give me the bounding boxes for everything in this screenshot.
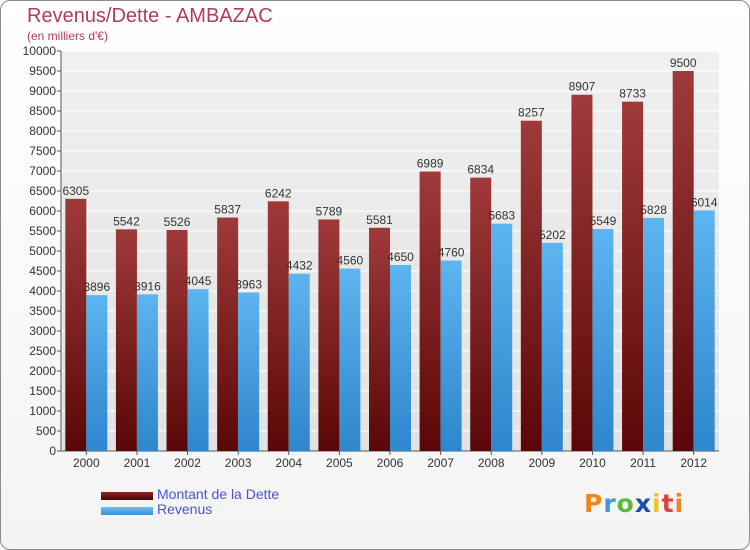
x-tick-label: 2008 <box>478 456 505 470</box>
x-tick-label: 2003 <box>225 456 252 470</box>
bar-revenus <box>592 229 614 451</box>
bar-dette <box>217 217 239 451</box>
y-tick-label: 0 <box>49 444 56 458</box>
bar-revenus <box>86 295 108 451</box>
data-label-dette: 6305 <box>62 184 89 198</box>
bar-dette <box>419 171 441 451</box>
y-tick-label: 1000 <box>29 404 56 418</box>
y-tick-label: 7500 <box>29 144 56 158</box>
bar-revenus <box>339 268 361 451</box>
data-label-revenus: 5202 <box>539 228 566 242</box>
y-tick-label: 6500 <box>29 184 56 198</box>
y-tick-label: 5000 <box>29 244 56 258</box>
bar-revenus <box>390 265 411 451</box>
x-tick-label: 2012 <box>680 456 707 470</box>
y-tick-label: 3500 <box>29 304 56 318</box>
x-tick-label: 2004 <box>275 456 302 470</box>
y-tick-label: 10000 <box>23 44 57 58</box>
bar-dette <box>65 198 87 451</box>
data-label-dette: 6989 <box>417 156 444 170</box>
data-label-dette: 8733 <box>619 87 646 101</box>
bar-dette <box>571 94 593 451</box>
y-tick-label: 2500 <box>29 344 56 358</box>
x-tick-label: 2010 <box>579 456 606 470</box>
bar-revenus <box>541 242 563 451</box>
bar-dette <box>166 229 188 451</box>
data-label-revenus: 4560 <box>337 254 364 268</box>
data-label-dette: 6242 <box>265 186 292 200</box>
legend-swatch-dette <box>101 492 153 500</box>
y-tick-label: 5500 <box>29 224 56 238</box>
data-label-revenus: 5549 <box>590 214 617 228</box>
y-tick-label: 6000 <box>29 204 56 218</box>
y-tick-label: 2000 <box>29 364 56 378</box>
bar-dette <box>622 101 644 452</box>
y-tick-label: 8500 <box>29 104 56 118</box>
bar-dette <box>318 219 340 451</box>
bar-revenus <box>643 217 665 451</box>
bar-revenus <box>491 223 513 451</box>
x-tick-label: 2009 <box>528 456 555 470</box>
data-label-dette: 5837 <box>214 203 241 217</box>
chart-title: Revenus/Dette - AMBAZAC <box>27 5 273 27</box>
y-tick-label: 4000 <box>29 284 56 298</box>
data-label-dette: 5789 <box>316 204 343 218</box>
data-label-revenus: 6014 <box>691 195 718 209</box>
x-tick-label: 2005 <box>326 456 353 470</box>
y-tick-label: 500 <box>36 424 56 438</box>
x-tick-label: 2000 <box>73 456 100 470</box>
bar-revenus <box>693 210 715 451</box>
y-tick-label: 9000 <box>29 84 56 98</box>
bar-dette <box>369 227 390 451</box>
data-label-revenus: 5828 <box>640 203 667 217</box>
y-tick-label: 7000 <box>29 164 56 178</box>
data-label-revenus: 5683 <box>488 209 515 223</box>
bar-dette <box>520 120 542 451</box>
bar-dette <box>672 71 694 451</box>
chart-subtitle: (en milliers d'€) <box>27 29 108 43</box>
data-label-revenus: 3963 <box>235 277 262 291</box>
data-label-dette: 8257 <box>518 106 545 120</box>
data-label-dette: 9500 <box>670 56 697 70</box>
data-label-revenus: 3916 <box>134 279 161 293</box>
data-label-revenus: 4432 <box>286 259 313 273</box>
bar-dette <box>267 201 289 451</box>
data-label-revenus: 4760 <box>438 246 465 260</box>
x-tick-label: 2011 <box>630 456 656 470</box>
data-label-revenus: 4650 <box>387 250 414 264</box>
data-label-dette: 5542 <box>113 214 140 228</box>
x-tick-label: 2007 <box>427 456 454 470</box>
legend-swatch-revenus <box>101 507 153 515</box>
data-label-revenus: 4045 <box>185 274 212 288</box>
x-tick-label: 2002 <box>174 456 201 470</box>
y-tick-label: 4500 <box>29 264 56 278</box>
legend-label-dette: Montant de la Dette <box>157 486 280 502</box>
y-tick-label: 1500 <box>29 384 56 398</box>
data-label-dette: 8907 <box>569 80 596 94</box>
data-label-dette: 5526 <box>164 215 191 229</box>
data-label-dette: 5581 <box>366 213 393 227</box>
y-tick-label: 3000 <box>29 324 56 338</box>
legend-label-revenus: Revenus <box>157 501 213 517</box>
bar-revenus <box>288 273 310 451</box>
bar-revenus <box>238 292 260 451</box>
bar-revenus <box>440 260 462 451</box>
proxiti-logo: Proxiti <box>584 489 685 518</box>
bar-revenus <box>136 294 158 451</box>
y-tick-label: 8000 <box>29 124 56 138</box>
data-label-revenus: 3896 <box>83 280 110 294</box>
bar-dette <box>115 229 137 451</box>
y-tick-label: 9500 <box>29 64 56 78</box>
data-label-dette: 6834 <box>467 163 494 177</box>
x-tick-label: 2006 <box>377 456 404 470</box>
x-tick-label: 2001 <box>124 456 151 470</box>
bar-dette <box>470 177 492 451</box>
bar-revenus <box>187 289 209 451</box>
